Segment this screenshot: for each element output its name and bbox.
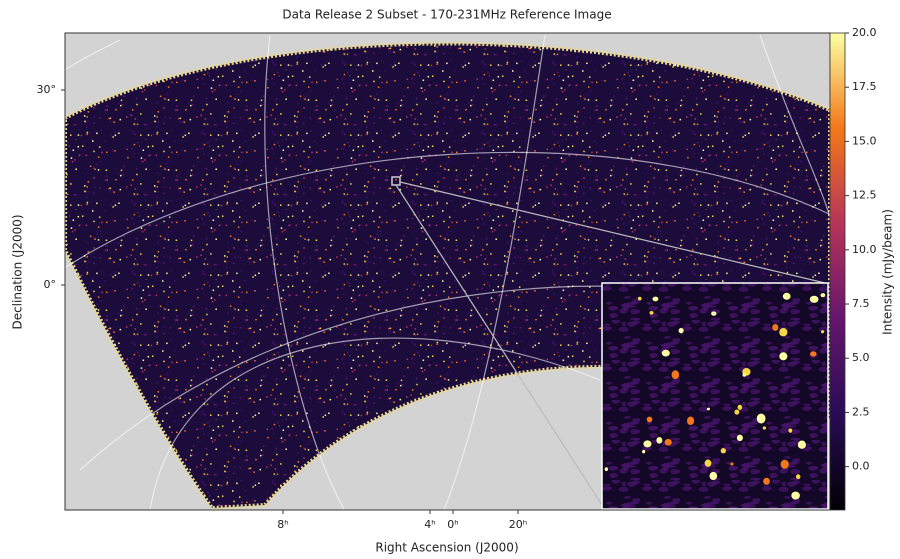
source bbox=[707, 408, 710, 411]
x-axis-label: Right Ascension (J2000) bbox=[375, 541, 518, 555]
source bbox=[779, 352, 787, 360]
source bbox=[656, 437, 662, 444]
source bbox=[734, 409, 739, 414]
source bbox=[791, 492, 800, 500]
source bbox=[605, 467, 608, 471]
source bbox=[730, 462, 733, 465]
source bbox=[687, 416, 694, 425]
source bbox=[679, 328, 684, 333]
source bbox=[763, 478, 770, 485]
source bbox=[757, 414, 766, 424]
colorbar-tick-label: 0.0 bbox=[852, 460, 870, 473]
source bbox=[810, 351, 816, 356]
source bbox=[779, 328, 787, 336]
source bbox=[638, 297, 642, 301]
source bbox=[665, 439, 672, 446]
source bbox=[672, 370, 680, 379]
colorbar-tick-label: 10.0 bbox=[852, 243, 877, 256]
x-tick-label: 8ʰ bbox=[277, 518, 288, 531]
chart-title: Data Release 2 Subset - 170-231MHz Refer… bbox=[282, 8, 611, 22]
source bbox=[821, 293, 826, 297]
x-tick-label: 20ʰ bbox=[509, 518, 527, 531]
source bbox=[742, 373, 746, 376]
colorbar-tick-label: 20.0 bbox=[852, 26, 877, 39]
colorbar-tick-label: 17.5 bbox=[852, 80, 877, 93]
source bbox=[705, 459, 712, 466]
source bbox=[642, 450, 645, 454]
source bbox=[763, 426, 766, 429]
source bbox=[711, 311, 716, 315]
source bbox=[798, 441, 806, 449]
source bbox=[662, 350, 670, 357]
colorbar-tick-label: 5.0 bbox=[852, 351, 870, 364]
y-tick-label: 30° bbox=[37, 83, 57, 96]
y-tick-label: 0° bbox=[44, 278, 57, 291]
source bbox=[652, 297, 658, 302]
colorbar-tick-label: 2.5 bbox=[852, 405, 870, 418]
colorbar-tick-label: 15.0 bbox=[852, 134, 877, 147]
x-tick-label: 0ʰ bbox=[447, 518, 458, 531]
source bbox=[650, 311, 654, 315]
source bbox=[783, 293, 791, 300]
source bbox=[781, 460, 789, 469]
source bbox=[788, 428, 792, 432]
source bbox=[810, 296, 819, 303]
source bbox=[709, 472, 717, 480]
source bbox=[643, 440, 651, 447]
source bbox=[647, 417, 653, 423]
source bbox=[737, 435, 743, 442]
source bbox=[772, 324, 778, 331]
source bbox=[821, 330, 824, 333]
source bbox=[738, 405, 743, 410]
x-tick-label: 4ʰ bbox=[424, 518, 435, 531]
source bbox=[796, 474, 801, 479]
chart: Data Release 2 Subset - 170-231MHz Refer… bbox=[0, 0, 900, 559]
source bbox=[721, 448, 726, 453]
colorbar bbox=[830, 33, 845, 510]
colorbar-label: Intensity (mJy/beam) bbox=[881, 209, 895, 335]
colorbar-tick-label: 7.5 bbox=[852, 297, 870, 310]
y-axis-label: Declination (J2000) bbox=[11, 214, 25, 329]
colorbar-tick-label: 12.5 bbox=[852, 189, 877, 202]
